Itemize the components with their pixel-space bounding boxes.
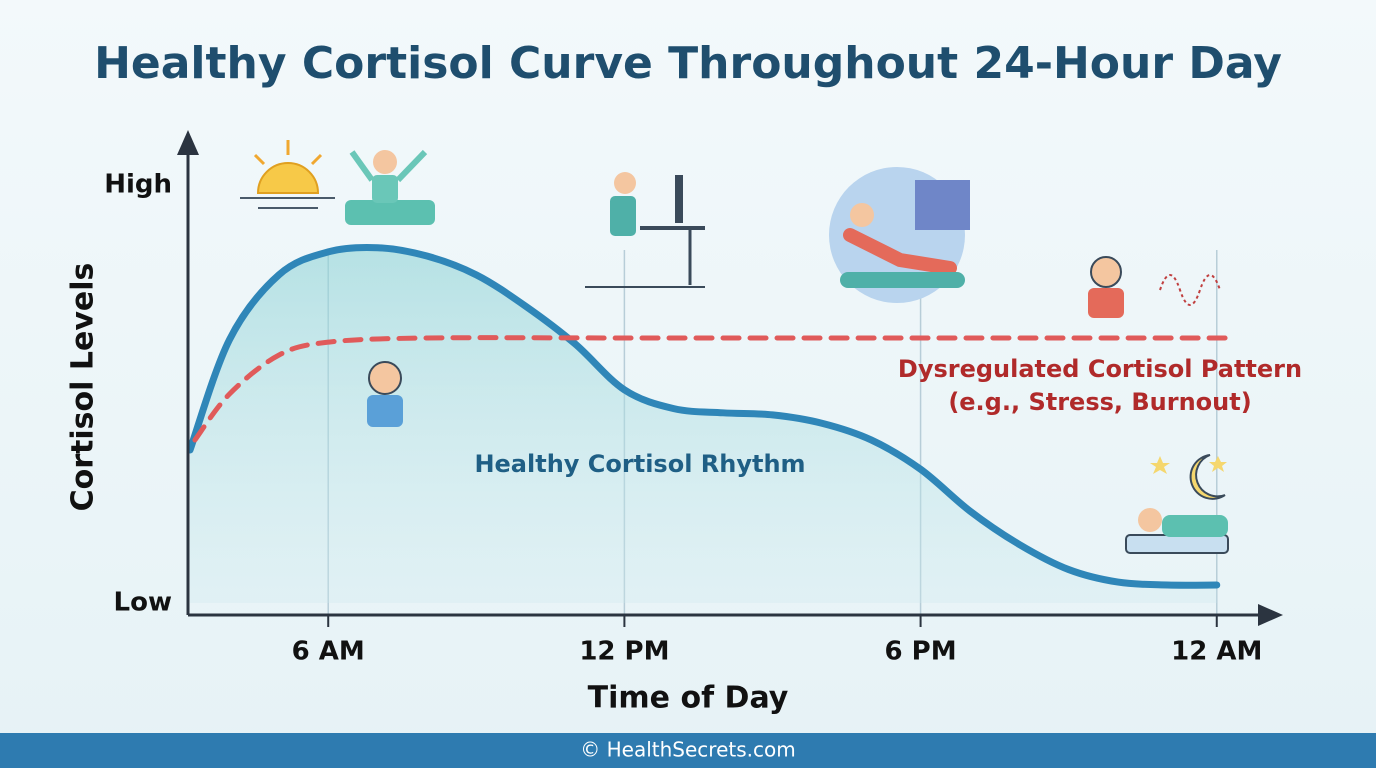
line <box>192 335 1230 443</box>
x-arrow <box>1258 604 1283 626</box>
area <box>190 247 1217 603</box>
x-tick-label: 12 PM <box>579 637 669 667</box>
annotation: (e.g., Stress, Burnout) <box>948 388 1251 416</box>
line <box>186 243 1221 589</box>
x-tick-label: 6 PM <box>885 637 957 667</box>
series-label: Dysregulated Cortisol Pattern <box>898 355 1302 383</box>
plot <box>186 243 1230 615</box>
y-axis-label: Cortisol Levels <box>66 263 101 512</box>
sunrise-icon <box>240 140 335 209</box>
y-tick-label: Low <box>114 588 172 618</box>
sleep-icon <box>1125 454 1229 554</box>
desk-icon <box>585 172 705 288</box>
footer: © HealthSecrets.com <box>580 738 795 762</box>
x-tick-label: 12 AM <box>1171 637 1262 667</box>
series-label: Healthy Cortisol Rhythm <box>474 450 805 478</box>
y-tick-label: High <box>104 170 172 200</box>
stress-icon <box>367 256 1221 427</box>
chart-title: Healthy Cortisol Curve Throughout 24-Hou… <box>94 38 1282 89</box>
footer-bar <box>0 733 1376 768</box>
x-axis-label: Time of Day <box>588 681 789 716</box>
x-tick-label: 6 AM <box>292 637 365 667</box>
relax-icon <box>829 167 970 303</box>
waking-icon <box>345 149 435 225</box>
y-arrow <box>177 130 199 155</box>
